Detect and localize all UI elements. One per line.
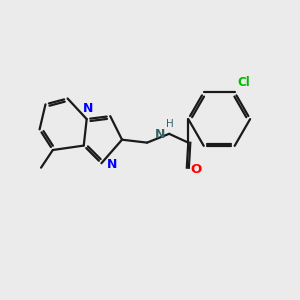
Text: Cl: Cl [238, 76, 250, 89]
Text: O: O [190, 163, 202, 176]
Text: N: N [107, 158, 117, 171]
Text: N: N [83, 102, 93, 115]
Text: N: N [155, 128, 166, 141]
Text: H: H [166, 118, 174, 128]
